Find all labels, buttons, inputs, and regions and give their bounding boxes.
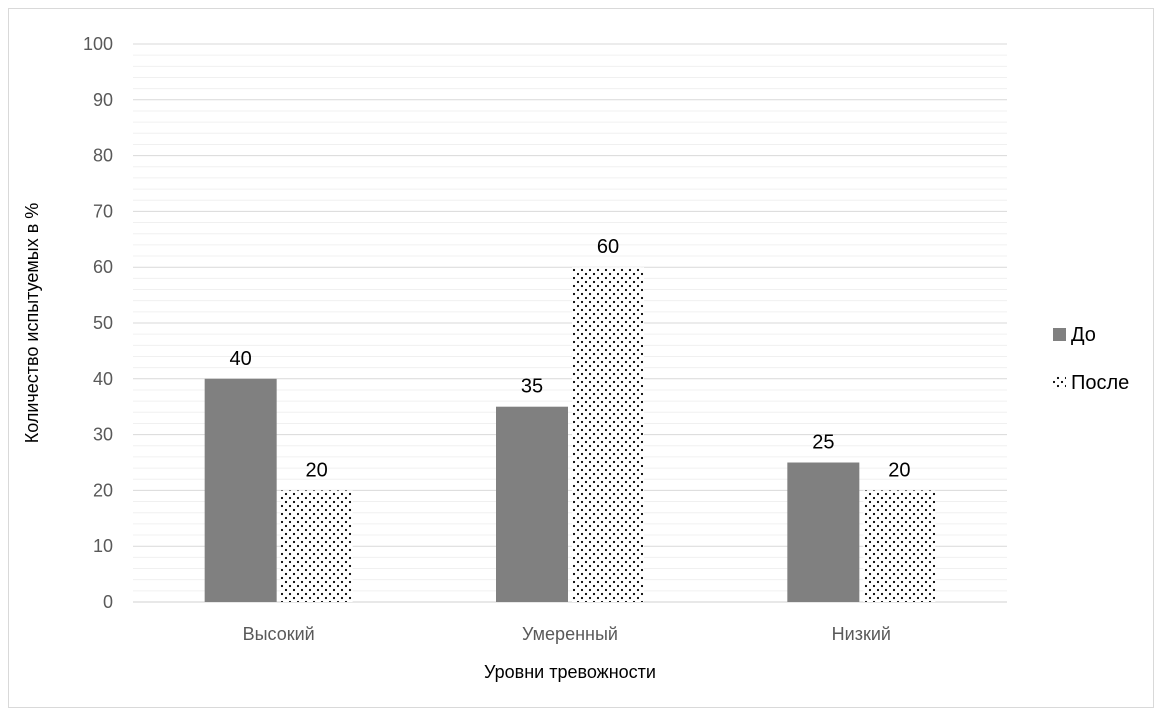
legend-swatch: [1053, 376, 1066, 389]
y-tick-label: 20: [93, 480, 113, 500]
y-tick-label: 30: [93, 425, 113, 445]
x-category-label: Умеренный: [522, 624, 618, 644]
x-axis-categories: Высокий Умеренный Низкий: [243, 624, 891, 644]
x-category-label: Низкий: [832, 624, 891, 644]
bars: [204, 267, 936, 602]
x-category-label: Высокий: [243, 624, 315, 644]
bar: [496, 406, 568, 602]
gridlines: [133, 43, 1007, 603]
bar: [204, 378, 277, 602]
y-axis-title: Количество испытуемых в %: [22, 203, 42, 444]
bar: [572, 267, 644, 602]
y-tick-label: 60: [93, 257, 113, 277]
y-tick-label: 100: [83, 34, 113, 54]
y-tick-label: 50: [93, 313, 113, 333]
x-axis-title: Уровни тревожности: [484, 662, 656, 682]
data-label: 20: [888, 459, 910, 481]
data-label: 60: [597, 236, 619, 258]
y-tick-label: 70: [93, 201, 113, 221]
legend-label: После: [1071, 372, 1129, 394]
y-tick-label: 80: [93, 146, 113, 166]
legend-label: До: [1071, 324, 1096, 346]
y-tick-label: 90: [93, 90, 113, 110]
bar: [280, 490, 353, 602]
y-tick-label: 0: [103, 592, 113, 612]
data-label: 25: [812, 432, 834, 454]
y-tick-label: 40: [93, 369, 113, 389]
legend-swatch: [1053, 328, 1066, 341]
data-labels: 40 20 35 60 25 20: [230, 236, 911, 481]
y-tick-label: 10: [93, 536, 113, 556]
y-axis-ticks: 0 10 20 30 40 50 60 70 80 90 100: [83, 34, 113, 612]
data-label: 40: [230, 348, 252, 370]
legend: До После: [1053, 324, 1129, 394]
bar: [787, 462, 860, 602]
data-label: 20: [306, 459, 328, 481]
data-label: 35: [521, 376, 543, 398]
bar: [863, 490, 936, 602]
